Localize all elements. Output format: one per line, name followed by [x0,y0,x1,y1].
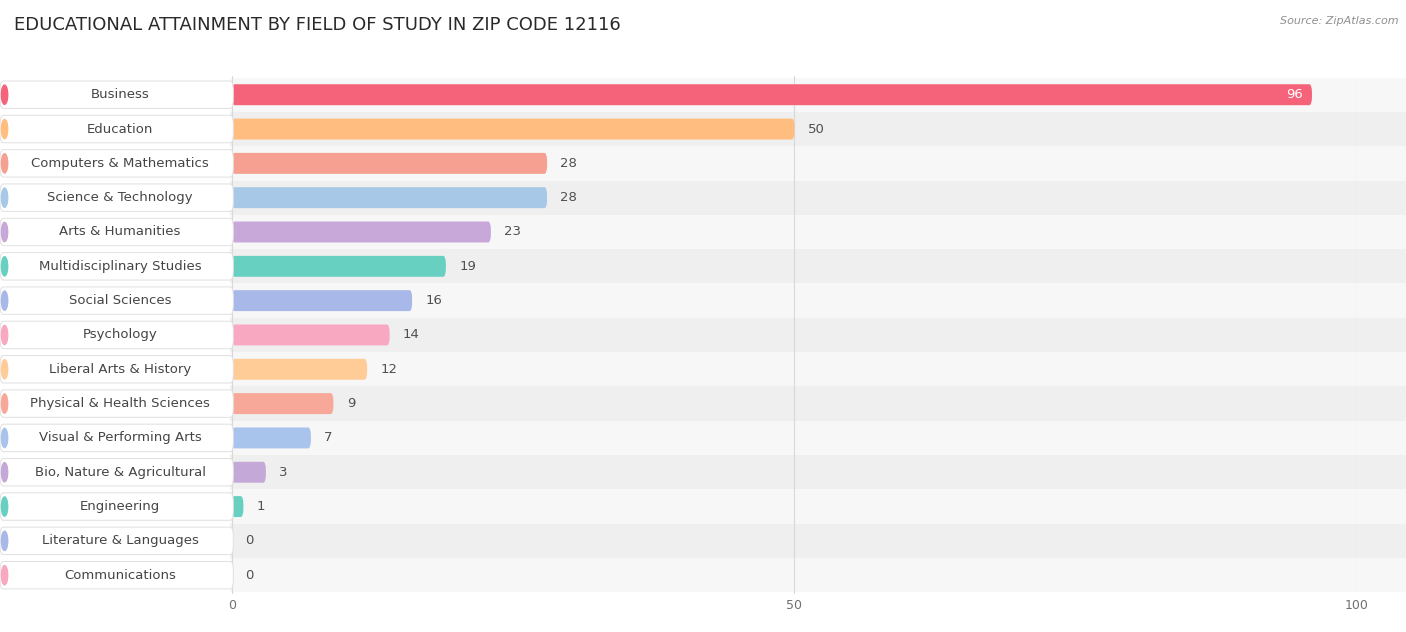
Circle shape [1,85,7,104]
Text: 28: 28 [561,157,578,170]
Text: Literature & Languages: Literature & Languages [42,535,198,547]
Text: Source: ZipAtlas.com: Source: ZipAtlas.com [1281,16,1399,26]
FancyBboxPatch shape [232,324,389,346]
FancyBboxPatch shape [0,458,233,486]
FancyBboxPatch shape [232,359,367,380]
FancyBboxPatch shape [0,424,233,452]
Text: EDUCATIONAL ATTAINMENT BY FIELD OF STUDY IN ZIP CODE 12116: EDUCATIONAL ATTAINMENT BY FIELD OF STUDY… [14,16,621,33]
Text: Science & Technology: Science & Technology [48,191,193,204]
FancyBboxPatch shape [229,524,1406,558]
FancyBboxPatch shape [232,153,547,174]
FancyBboxPatch shape [229,249,1406,284]
FancyBboxPatch shape [0,287,233,314]
Text: 96: 96 [1286,88,1303,101]
FancyBboxPatch shape [0,321,233,349]
Text: Business: Business [91,88,149,101]
Text: Arts & Humanities: Arts & Humanities [59,226,181,238]
FancyBboxPatch shape [0,253,233,280]
Circle shape [1,428,7,447]
Text: 28: 28 [561,191,578,204]
FancyBboxPatch shape [0,81,233,109]
Text: 19: 19 [460,260,477,273]
FancyBboxPatch shape [0,527,233,555]
Circle shape [1,325,7,344]
Text: 1: 1 [257,500,266,513]
FancyBboxPatch shape [229,386,1406,421]
Text: Computers & Mathematics: Computers & Mathematics [31,157,209,170]
Text: 12: 12 [381,363,398,376]
Text: 16: 16 [426,294,443,307]
FancyBboxPatch shape [229,455,1406,489]
Circle shape [1,188,7,207]
FancyBboxPatch shape [229,284,1406,318]
Text: Social Sciences: Social Sciences [69,294,172,307]
FancyBboxPatch shape [229,489,1406,524]
Text: Liberal Arts & History: Liberal Arts & History [49,363,191,376]
FancyBboxPatch shape [0,115,233,143]
FancyBboxPatch shape [0,218,233,246]
FancyBboxPatch shape [232,290,412,311]
Text: Psychology: Psychology [83,329,157,341]
FancyBboxPatch shape [229,181,1406,215]
Circle shape [1,497,7,516]
Circle shape [1,222,7,241]
Text: 0: 0 [246,569,254,581]
Circle shape [1,291,7,310]
FancyBboxPatch shape [229,352,1406,386]
Text: 14: 14 [404,329,420,341]
Circle shape [1,463,7,482]
Circle shape [1,360,7,379]
FancyBboxPatch shape [229,421,1406,455]
Circle shape [1,566,7,585]
Text: Bio, Nature & Agricultural: Bio, Nature & Agricultural [35,466,205,479]
FancyBboxPatch shape [0,356,233,383]
FancyBboxPatch shape [0,493,233,520]
FancyBboxPatch shape [229,146,1406,181]
Text: Engineering: Engineering [80,500,160,513]
Text: 23: 23 [505,226,522,238]
FancyBboxPatch shape [232,84,1312,105]
Text: Physical & Health Sciences: Physical & Health Sciences [30,397,209,410]
FancyBboxPatch shape [232,393,333,414]
Text: Communications: Communications [65,569,176,581]
Text: Education: Education [87,123,153,135]
FancyBboxPatch shape [0,390,233,417]
FancyBboxPatch shape [232,187,547,208]
FancyBboxPatch shape [232,427,311,448]
FancyBboxPatch shape [232,256,446,277]
Text: 0: 0 [246,535,254,547]
Text: 9: 9 [347,397,356,410]
FancyBboxPatch shape [232,496,243,517]
FancyBboxPatch shape [0,150,233,177]
Circle shape [1,119,7,138]
FancyBboxPatch shape [0,184,233,212]
Text: 50: 50 [808,123,825,135]
FancyBboxPatch shape [229,112,1406,146]
Circle shape [1,257,7,276]
FancyBboxPatch shape [0,561,233,589]
FancyBboxPatch shape [232,462,266,483]
FancyBboxPatch shape [232,119,794,140]
Circle shape [1,154,7,173]
Text: 7: 7 [325,432,333,444]
FancyBboxPatch shape [229,318,1406,352]
Text: Visual & Performing Arts: Visual & Performing Arts [39,432,201,444]
FancyBboxPatch shape [229,558,1406,592]
FancyBboxPatch shape [232,222,491,243]
FancyBboxPatch shape [229,78,1406,112]
Text: Multidisciplinary Studies: Multidisciplinary Studies [39,260,201,273]
Text: 3: 3 [280,466,288,479]
Circle shape [1,532,7,550]
Circle shape [1,394,7,413]
FancyBboxPatch shape [229,215,1406,249]
